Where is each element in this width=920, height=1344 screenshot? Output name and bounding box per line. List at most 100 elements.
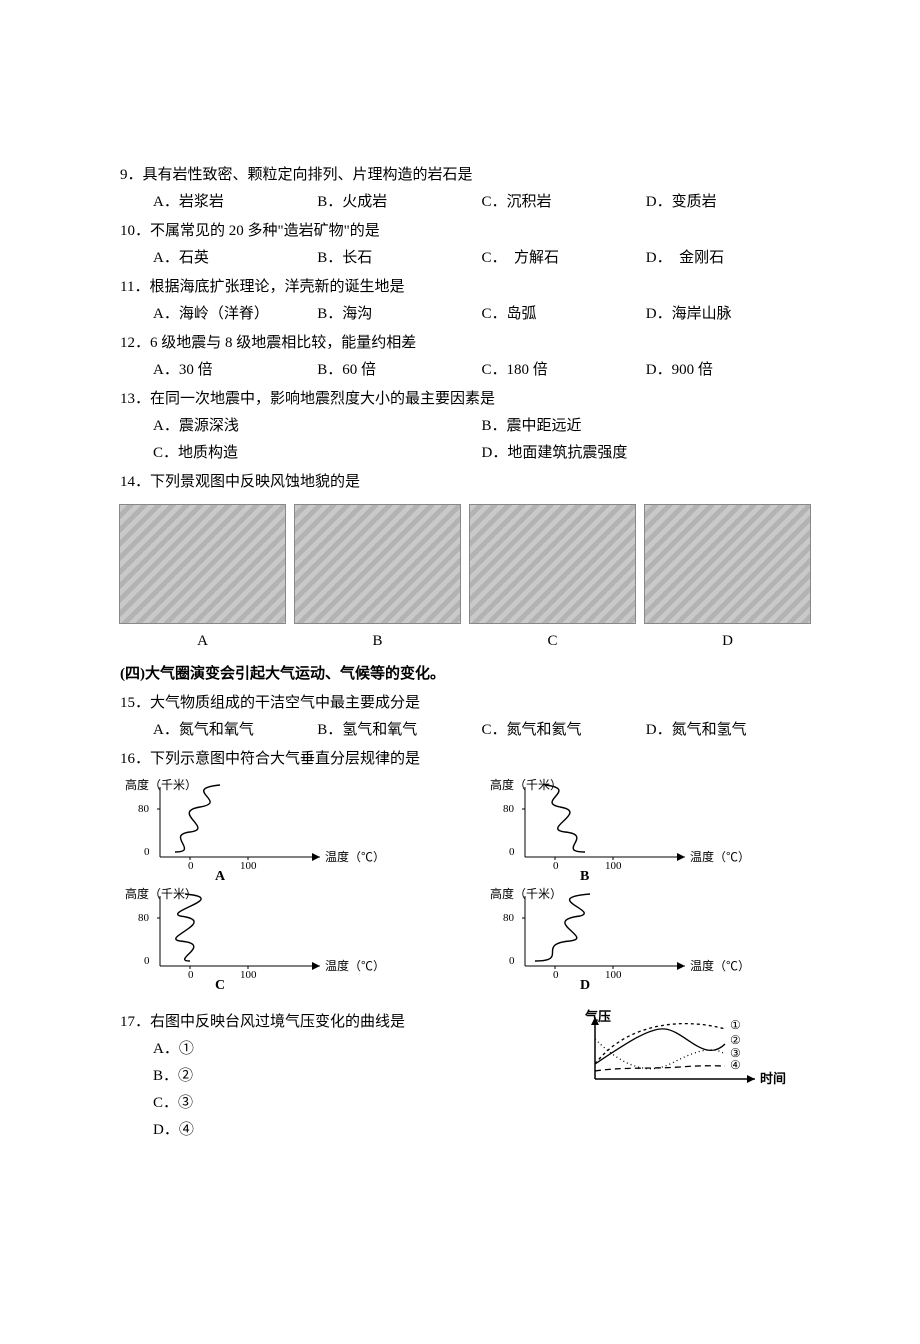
q17-ylab: 气压 bbox=[585, 1009, 611, 1024]
q13-opt-a[interactable]: A．震源深浅 bbox=[153, 413, 482, 440]
curve-d bbox=[535, 894, 590, 961]
q11-opt-c[interactable]: C．岛弧 bbox=[482, 301, 646, 328]
q17-options: A．① B．② C．③ D．④ bbox=[120, 1036, 560, 1144]
q17-opt-c[interactable]: C．③ bbox=[153, 1090, 560, 1117]
q17-xlab: 时间 bbox=[760, 1071, 786, 1086]
xtick-100: 100 bbox=[240, 969, 257, 981]
question-15: 15．大气物质组成的干洁空气中最主要成分是 A．氮气和氧气 B．氢气和氧气 C．… bbox=[120, 690, 810, 744]
ytick-80: 80 bbox=[138, 912, 150, 924]
q17-opt-b[interactable]: B．② bbox=[153, 1063, 560, 1090]
q17-curve-4 bbox=[595, 1066, 725, 1071]
q13-opt-b[interactable]: B．震中距远近 bbox=[482, 413, 811, 440]
question-14: 14．下列景观图中反映风蚀地貌的是 bbox=[120, 469, 810, 496]
q14-cap-c: C bbox=[547, 628, 557, 655]
ytick-80: 80 bbox=[138, 803, 150, 815]
q14-image-d[interactable]: D bbox=[645, 504, 810, 655]
q10-stem: 10．不属常见的 20 多种"造岩矿物"的是 bbox=[120, 218, 810, 245]
q16-chart-b[interactable]: 高度（千米） 80 0 0 100 温度（℃） B bbox=[485, 777, 810, 882]
q13-opt-c[interactable]: C．地质构造 bbox=[153, 440, 482, 467]
q13-stem: 13．在同一次地震中，影响地震烈度大小的最主要因素是 bbox=[120, 386, 810, 413]
q16-chart-c[interactable]: 高度（千米） 80 0 0 100 温度（℃） C bbox=[120, 886, 445, 991]
question-11: 11．根据海底扩张理论，洋壳新的诞生地是 A．海岭（洋脊） B．海沟 C．岛弧 … bbox=[120, 274, 810, 328]
q14-stem: 14．下列景观图中反映风蚀地貌的是 bbox=[120, 469, 810, 496]
landscape-photo-placeholder bbox=[294, 504, 461, 624]
q9-stem: 9．具有岩性致密、颗粒定向排列、片理构造的岩石是 bbox=[120, 162, 810, 189]
q14-image-c[interactable]: C bbox=[470, 504, 635, 655]
q16-chart-d[interactable]: 高度（千米） 80 0 0 100 温度（℃） D bbox=[485, 886, 810, 991]
landscape-photo-placeholder bbox=[119, 504, 286, 624]
ytick-0: 0 bbox=[144, 955, 150, 967]
q14-cap-d: D bbox=[722, 628, 733, 655]
q12-opt-b[interactable]: B．60 倍 bbox=[317, 357, 481, 384]
q12-opt-c[interactable]: C．180 倍 bbox=[482, 357, 646, 384]
chart-label-d: D bbox=[580, 978, 590, 991]
q11-opt-d[interactable]: D．海岸山脉 bbox=[646, 301, 810, 328]
q11-options: A．海岭（洋脊） B．海沟 C．岛弧 D．海岸山脉 bbox=[120, 301, 810, 328]
q17-curve-1 bbox=[595, 1024, 725, 1064]
q15-options: A．氮气和氧气 B．氢气和氧气 C．氮气和氦气 D．氮气和氢气 bbox=[120, 717, 810, 744]
q17-opt-d[interactable]: D．④ bbox=[153, 1117, 560, 1144]
q15-opt-b[interactable]: B．氢气和氧气 bbox=[317, 717, 481, 744]
curve-c bbox=[176, 894, 201, 961]
q13-opt-d[interactable]: D．地面建筑抗震强度 bbox=[482, 440, 811, 467]
q15-opt-c[interactable]: C．氮气和氦气 bbox=[482, 717, 646, 744]
q10-opt-d[interactable]: D． 金刚石 bbox=[646, 245, 810, 272]
q14-image-b[interactable]: B bbox=[295, 504, 460, 655]
ytick-0: 0 bbox=[509, 955, 515, 967]
question-10: 10．不属常见的 20 多种"造岩矿物"的是 A．石英 B．长石 C． 方解石 … bbox=[120, 218, 810, 272]
q10-opt-a[interactable]: A．石英 bbox=[153, 245, 317, 272]
q15-opt-a[interactable]: A．氮气和氧气 bbox=[153, 717, 317, 744]
q9-options: A．岩浆岩 B．火成岩 C．沉积岩 D．变质岩 bbox=[120, 189, 810, 216]
q11-stem: 11．根据海底扩张理论，洋壳新的诞生地是 bbox=[120, 274, 810, 301]
xtick-0: 0 bbox=[553, 969, 559, 981]
q17-curve-2 bbox=[595, 1029, 725, 1064]
q17-mark-1: ① bbox=[730, 1018, 741, 1032]
q11-opt-b[interactable]: B．海沟 bbox=[317, 301, 481, 328]
q10-opt-c[interactable]: C． 方解石 bbox=[482, 245, 646, 272]
ytick-80: 80 bbox=[503, 912, 515, 924]
xtick-100: 100 bbox=[605, 969, 622, 981]
q17-mark-4: ④ bbox=[730, 1058, 741, 1072]
q12-options: A．30 倍 B．60 倍 C．180 倍 D．900 倍 bbox=[120, 357, 810, 384]
axis-y-label: 高度（千米） bbox=[490, 886, 562, 901]
axis-x-label: 温度（℃） bbox=[690, 849, 750, 864]
curve-a bbox=[175, 785, 220, 852]
q9-opt-b[interactable]: B．火成岩 bbox=[317, 189, 481, 216]
xtick-100: 100 bbox=[605, 860, 622, 872]
q12-opt-a[interactable]: A．30 倍 bbox=[153, 357, 317, 384]
q16-chart-grid: 高度（千米） 80 0 0 100 温度（℃） A 高度（千米） 80 0 0 bbox=[120, 777, 810, 991]
q17-opt-a[interactable]: A．① bbox=[153, 1036, 560, 1063]
xtick-0: 0 bbox=[188, 969, 194, 981]
chart-label-b: B bbox=[580, 869, 589, 882]
q14-image-row: A B C D bbox=[120, 504, 810, 655]
q17-stem: 17．右图中反映台风过境气压变化的曲线是 bbox=[120, 1009, 560, 1036]
xtick-0: 0 bbox=[188, 860, 194, 872]
axis-x-label: 温度（℃） bbox=[325, 958, 385, 973]
q9-opt-c[interactable]: C．沉积岩 bbox=[482, 189, 646, 216]
q14-image-a[interactable]: A bbox=[120, 504, 285, 655]
q13-options-row2: C．地质构造 D．地面建筑抗震强度 bbox=[120, 440, 810, 467]
question-12: 12．6 级地震与 8 级地震相比较，能量约相差 A．30 倍 B．60 倍 C… bbox=[120, 330, 810, 384]
q10-opt-b[interactable]: B．长石 bbox=[317, 245, 481, 272]
q11-opt-a[interactable]: A．海岭（洋脊） bbox=[153, 301, 317, 328]
question-9: 9．具有岩性致密、颗粒定向排列、片理构造的岩石是 A．岩浆岩 B．火成岩 C．沉… bbox=[120, 162, 810, 216]
q9-opt-d[interactable]: D．变质岩 bbox=[646, 189, 810, 216]
q12-opt-d[interactable]: D．900 倍 bbox=[646, 357, 810, 384]
q13-options-row1: A．震源深浅 B．震中距远近 bbox=[120, 413, 810, 440]
landscape-photo-placeholder bbox=[469, 504, 636, 624]
question-17: 17．右图中反映台风过境气压变化的曲线是 A．① B．② C．③ D．④ 气压 … bbox=[120, 1009, 810, 1144]
q17-chart: 气压 时间 ① ② ③ ④ bbox=[580, 1009, 810, 1119]
q16-chart-a[interactable]: 高度（千米） 80 0 0 100 温度（℃） A bbox=[120, 777, 445, 882]
q17-mark-2: ② bbox=[730, 1033, 741, 1047]
chart-label-c: C bbox=[215, 978, 225, 991]
axis-y-label: 高度（千米） bbox=[125, 777, 197, 792]
question-13: 13．在同一次地震中，影响地震烈度大小的最主要因素是 A．震源深浅 B．震中距远… bbox=[120, 386, 810, 467]
q9-opt-a[interactable]: A．岩浆岩 bbox=[153, 189, 317, 216]
ytick-80: 80 bbox=[503, 803, 515, 815]
q15-opt-d[interactable]: D．氮气和氢气 bbox=[646, 717, 810, 744]
axis-x-label: 温度（℃） bbox=[325, 849, 385, 864]
ytick-0: 0 bbox=[509, 846, 515, 858]
ytick-0: 0 bbox=[144, 846, 150, 858]
q16-stem: 16．下列示意图中符合大气垂直分层规律的是 bbox=[120, 746, 810, 773]
axis-x-label: 温度（℃） bbox=[690, 958, 750, 973]
